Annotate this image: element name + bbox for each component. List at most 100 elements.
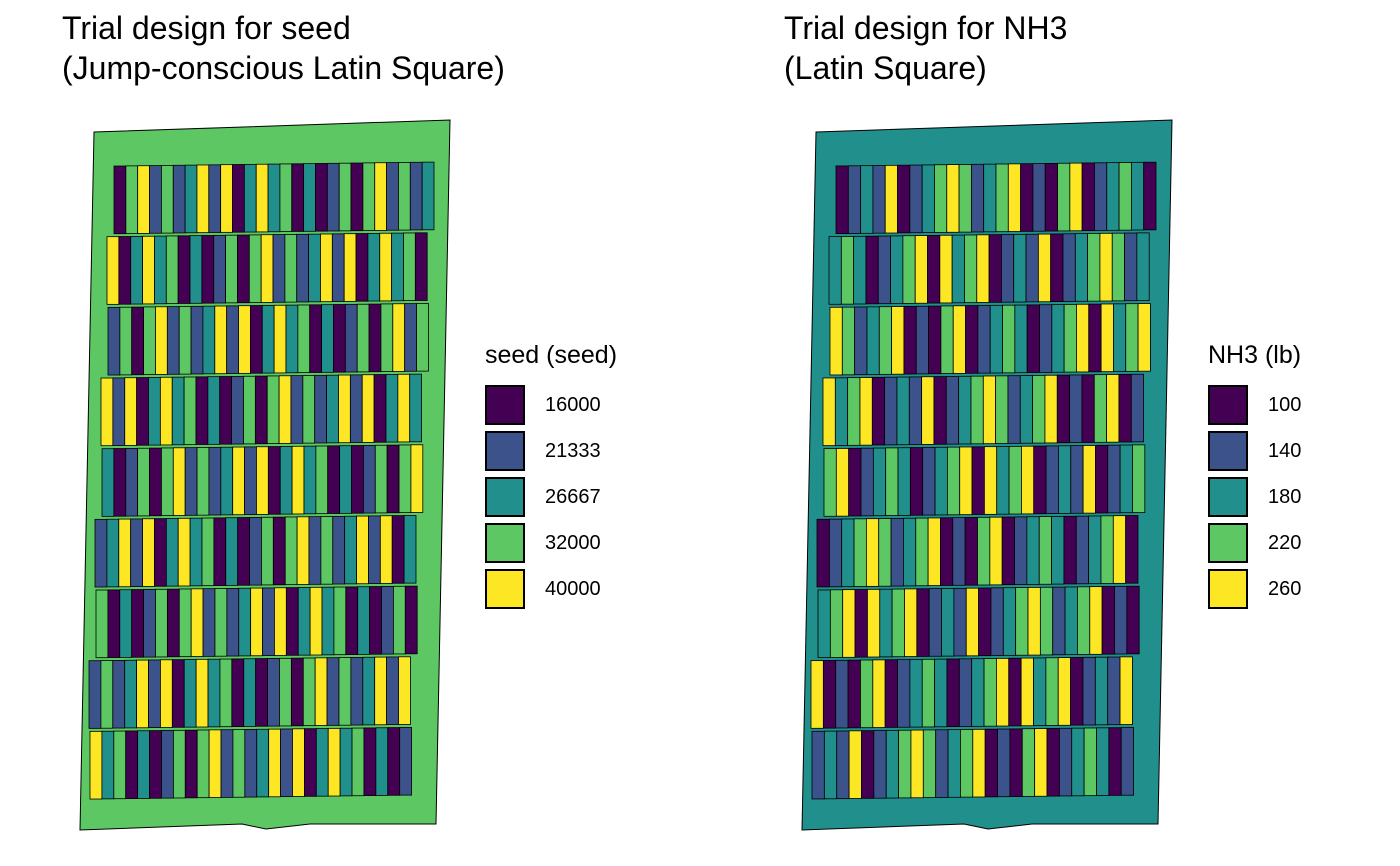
seed-legend-key	[485, 523, 525, 563]
trial-plot	[995, 375, 1009, 444]
trial-plot	[902, 235, 916, 304]
trial-plot	[379, 232, 393, 302]
trial-plot	[309, 304, 322, 373]
seed-legend: seed (seed) 16000 21333 26667 32000 4000…	[485, 340, 617, 612]
trial-plot	[172, 164, 186, 234]
trial-plot	[393, 585, 406, 655]
trial-plot	[996, 657, 1010, 727]
trial-plot	[296, 516, 310, 585]
trial-plot	[189, 235, 203, 304]
trial-plot	[391, 232, 404, 302]
trial-plot	[107, 589, 121, 658]
trial-plot	[171, 376, 185, 446]
trial-plot	[421, 161, 435, 231]
trial-plot	[995, 163, 1009, 233]
trial-plot	[410, 444, 424, 513]
trial-plot	[142, 518, 155, 587]
trial-plot	[332, 515, 346, 585]
trial-plot	[124, 659, 138, 729]
trial-plot	[1037, 233, 1052, 303]
trial-plot	[1095, 444, 1109, 514]
trial-plot	[1077, 586, 1091, 655]
trial-plot	[1045, 657, 1059, 726]
trial-plot	[160, 659, 173, 728]
trial-plot	[1062, 233, 1076, 302]
trial-plot	[842, 589, 856, 658]
trial-plot	[1112, 515, 1127, 584]
trial-plot	[248, 234, 262, 303]
trial-plot	[811, 730, 825, 800]
trial-plot	[947, 729, 961, 798]
trial-plot	[321, 586, 335, 656]
seed-legend-key	[485, 569, 525, 609]
nh3-legend-key	[1208, 385, 1248, 425]
trial-plot	[331, 233, 345, 302]
trial-plot	[309, 586, 323, 656]
trial-plot	[922, 447, 936, 516]
trial-plot	[391, 515, 405, 584]
seed-legend-label: 21333	[545, 439, 601, 462]
trial-plot	[320, 233, 333, 303]
trial-plot	[866, 306, 880, 375]
trial-plot	[225, 517, 239, 586]
seed-legend-item: 16000	[485, 382, 617, 428]
trial-plot	[1026, 516, 1040, 585]
trial-plot	[1007, 163, 1022, 232]
trial-plot	[238, 305, 251, 374]
trial-plot	[118, 236, 132, 305]
trial-plot	[1044, 374, 1058, 444]
trial-plot	[362, 656, 376, 726]
trial-plot	[113, 730, 127, 800]
trial-plot	[853, 518, 867, 587]
trial-plot	[877, 235, 891, 305]
trial-plot	[136, 377, 149, 446]
trial-plot	[909, 164, 923, 234]
nh3-legend-key	[1208, 477, 1248, 517]
trial-plot	[823, 730, 838, 800]
trial-plot	[984, 728, 998, 798]
trial-plot	[333, 586, 347, 656]
seed-legend-title: seed (seed)	[485, 341, 618, 369]
trial-plot	[297, 587, 311, 656]
trial-plot	[137, 165, 150, 234]
trial-plot	[847, 165, 862, 234]
trial-plot	[261, 305, 275, 374]
trial-plot	[1021, 728, 1036, 797]
trial-plot	[1076, 303, 1090, 373]
trial-plot	[166, 588, 180, 658]
trial-plot	[303, 163, 316, 232]
trial-plot	[847, 659, 861, 729]
seed-legend-label: 26667	[545, 485, 601, 508]
trial-plot	[997, 728, 1011, 798]
trial-plot	[231, 375, 244, 445]
trial-plot	[927, 517, 941, 586]
trial-plot	[1132, 444, 1146, 513]
trial-plot	[361, 374, 375, 443]
trial-plot	[155, 588, 168, 658]
trial-plot	[149, 447, 162, 517]
trial-plot	[934, 446, 948, 516]
trial-plot	[879, 588, 893, 658]
trial-plot	[1034, 728, 1048, 797]
trial-plot	[1020, 163, 1034, 232]
trial-plot	[1032, 374, 1046, 444]
trial-plot	[100, 377, 114, 447]
trial-plot	[118, 518, 132, 588]
trial-plot	[829, 306, 843, 376]
trial-plot	[374, 162, 387, 231]
trial-plot	[398, 162, 411, 231]
trial-plot	[409, 161, 423, 231]
trial-plot	[338, 162, 352, 232]
trial-plot	[914, 235, 928, 304]
trial-plot	[860, 447, 874, 517]
trial-plot	[951, 234, 965, 304]
trial-plot	[1119, 444, 1133, 514]
trial-plot	[315, 163, 328, 232]
trial-plot	[274, 587, 287, 656]
trial-plot	[835, 165, 849, 235]
trial-plot	[971, 446, 985, 515]
trial-plot	[897, 659, 911, 728]
trial-plot	[965, 305, 979, 374]
trial-plot	[1026, 304, 1040, 373]
trial-plot	[161, 730, 174, 799]
